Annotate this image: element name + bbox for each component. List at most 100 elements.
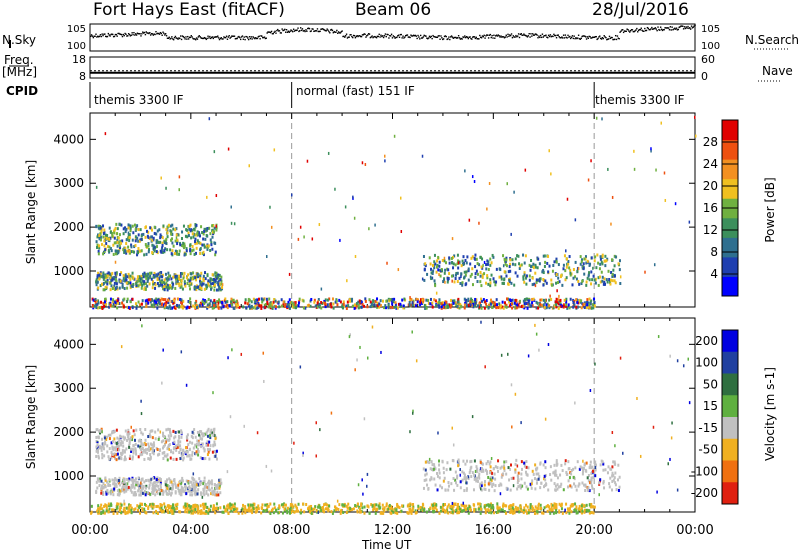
velocity-echo-cell (115, 441, 118, 445)
velocity-echo-cell (613, 460, 616, 464)
power-echo-cell (507, 270, 510, 274)
power-echo-cell (565, 300, 568, 304)
power-echo-cell (199, 279, 202, 283)
power-echo-cell (117, 301, 120, 305)
velocity-echo-cell (221, 510, 224, 514)
power-echo-cell (474, 253, 477, 257)
noise-point (275, 32, 277, 34)
velocity-echo-cell (530, 486, 533, 490)
power-echo-cell (376, 301, 379, 305)
velocity-echo-cell (589, 479, 592, 483)
velocity-echo-cell (193, 486, 196, 490)
velocity-echo-cell (194, 489, 197, 493)
power-echo-cell (202, 253, 205, 257)
power-echo-cell (294, 301, 297, 305)
power-echo-cell (478, 302, 481, 306)
power-echo-cell (559, 298, 562, 302)
power-echo-cell (141, 283, 144, 287)
velocity-echo-cell (554, 488, 557, 492)
power-echo-cell (124, 246, 127, 250)
power-echo-cell (530, 265, 533, 269)
power-echo-cell (316, 301, 319, 305)
velocity-echo-cell (537, 477, 540, 481)
power-echo-cell (232, 298, 235, 302)
power-echo-cell (517, 303, 520, 307)
power-noise-cell (339, 238, 341, 242)
velocity-echo-cell (151, 429, 154, 433)
power-echo-cell (318, 302, 321, 306)
velocity-echo-cell (121, 489, 124, 493)
power-echo-cell (314, 304, 317, 308)
velocity-echo-cell (382, 511, 385, 515)
power-echo-cell (205, 244, 208, 248)
velocity-echo-cell (267, 504, 270, 508)
velocity-echo-cell (343, 504, 346, 508)
power-noise-cell (230, 221, 233, 225)
noise-point (494, 35, 497, 37)
noise-point (209, 35, 211, 38)
power-echo-cell (479, 255, 482, 259)
power-echo-cell (217, 275, 220, 279)
power-noise-cell (435, 291, 438, 295)
velocity-echo-cell (190, 434, 193, 438)
power-echo-cell (266, 302, 269, 306)
power-echo-cell (392, 300, 395, 304)
velocity-echo-cell (262, 508, 265, 512)
power-echo-cell (564, 269, 567, 273)
power-echo-cell (574, 260, 577, 264)
power-echo-cell (286, 304, 289, 308)
power-echo-cell (544, 260, 547, 264)
velocity-echo-cell (227, 511, 230, 515)
noise-point (306, 30, 308, 32)
noise-point (393, 36, 395, 38)
velocity-echo-cell (588, 466, 591, 470)
noise-point (226, 38, 229, 40)
power-echo-cell (102, 288, 105, 292)
velocity-echo-cell (96, 441, 99, 445)
power-echo-cell (476, 272, 479, 276)
velocity-echo-cell (115, 484, 118, 488)
noise-point (419, 34, 422, 37)
velocity-echo-cell (165, 480, 168, 484)
power-echo-cell (326, 303, 329, 307)
power-echo-cell (431, 305, 434, 309)
power-echo-cell (185, 306, 188, 310)
power-echo-cell (548, 306, 551, 310)
noise-point (573, 35, 575, 37)
noise-point (326, 28, 328, 30)
velocity-echo-cell (222, 510, 225, 514)
noise-point (492, 37, 494, 39)
noise-point (344, 35, 347, 37)
velocity-echo-cell (133, 486, 136, 490)
velocity-echo-cell (110, 488, 113, 492)
power-echo-cell (331, 297, 334, 301)
noise-point (524, 34, 526, 36)
power-echo-cell (583, 302, 586, 306)
velocity-echo-cell (467, 475, 470, 479)
power-echo-cell (165, 277, 168, 281)
power-echo-cell (131, 284, 134, 288)
velocity-echo-cell (121, 481, 124, 485)
power-echo-cell (498, 275, 501, 279)
power-noise-cell (318, 223, 321, 227)
noise-point (240, 36, 243, 38)
velocity-echo-cell (500, 508, 503, 512)
noise-point (441, 37, 443, 39)
noise-point (412, 34, 415, 37)
noise-point (298, 30, 300, 33)
noise-point (409, 36, 411, 39)
velocity-echo-cell (188, 480, 191, 484)
noise-point (368, 33, 371, 35)
power-echo-cell (152, 275, 155, 279)
velocity-echo-cell (96, 450, 99, 454)
noise-point (444, 35, 447, 37)
power-echo-cell (376, 304, 379, 308)
power-echo-cell (168, 274, 171, 278)
power-echo-cell (604, 264, 607, 268)
power-noise-cell (478, 221, 480, 225)
power-echo-cell (562, 267, 565, 271)
power-echo-cell (136, 280, 139, 284)
power-echo-cell (99, 284, 102, 288)
velocity-echo-cell (152, 441, 155, 445)
power-echo-cell (460, 272, 463, 276)
